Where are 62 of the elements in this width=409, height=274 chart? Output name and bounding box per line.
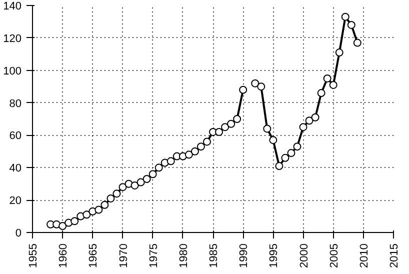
- x-tick-label: 2010: [358, 243, 370, 268]
- point: [70, 217, 79, 226]
- y-tick-label: 20: [9, 195, 22, 208]
- point: [335, 48, 344, 57]
- x-tick-label: 2015: [388, 243, 400, 268]
- point: [154, 164, 163, 172]
- point: [106, 194, 115, 202]
- point: [184, 150, 193, 159]
- point: [148, 170, 157, 178]
- point: [341, 12, 350, 21]
- point: [82, 210, 91, 219]
- point: [190, 147, 199, 156]
- x-tick-label: 1990: [238, 243, 250, 268]
- y-tick-label: 120: [3, 32, 22, 45]
- point: [293, 142, 302, 151]
- point: [100, 200, 109, 209]
- y-tick-label: 140: [3, 0, 22, 12]
- x-tick-label: 1955: [28, 243, 40, 268]
- point: [305, 116, 314, 125]
- point: [275, 162, 284, 170]
- point: [347, 20, 356, 29]
- point: [329, 80, 338, 89]
- point: [202, 138, 211, 146]
- x-tick-label: 2005: [328, 243, 340, 268]
- point: [287, 149, 296, 158]
- point: [323, 74, 332, 82]
- point: [251, 79, 260, 88]
- x-tick-label: 1960: [58, 243, 70, 268]
- x-tick-label: 1965: [88, 243, 100, 268]
- point: [257, 82, 266, 91]
- point: [94, 206, 103, 214]
- point: [112, 190, 121, 198]
- point: [58, 222, 67, 230]
- point: [299, 123, 308, 132]
- point: [227, 120, 236, 128]
- point: [142, 175, 151, 183]
- point: [263, 124, 272, 133]
- x-tick-label: 1985: [208, 243, 220, 268]
- point: [136, 178, 145, 186]
- point: [233, 115, 242, 123]
- point: [196, 142, 205, 151]
- x-tick-label: 1975: [148, 243, 160, 268]
- x-tick-label: 2000: [298, 243, 310, 268]
- y-tick-label: 0: [15, 228, 22, 240]
- x-tick-label: 1995: [268, 243, 280, 268]
- x-tick-label: 1980: [178, 243, 190, 268]
- point: [269, 136, 278, 144]
- point: [215, 128, 224, 136]
- y-tick-label: 100: [3, 65, 22, 78]
- y-tick-label: 40: [9, 162, 22, 175]
- point: [317, 89, 326, 98]
- point: [311, 113, 320, 122]
- point: [239, 86, 248, 94]
- point: [130, 181, 139, 190]
- point: [166, 157, 175, 166]
- y-tick-label: 80: [9, 98, 22, 110]
- point: [118, 183, 127, 192]
- y-tick-label: 60: [9, 130, 22, 142]
- point: [353, 38, 362, 47]
- point: [221, 123, 230, 132]
- x-tick-label: 1970: [118, 243, 130, 268]
- point: [281, 154, 290, 162]
